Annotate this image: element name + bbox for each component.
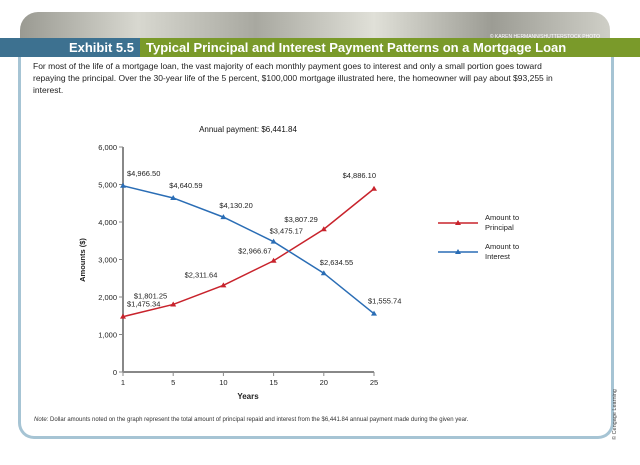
copyright: © Cengage Learning [612, 389, 618, 440]
legend-interest-label: Amount to [485, 242, 519, 251]
principal-data-label: $1,801.25 [134, 291, 167, 300]
principal-point [371, 185, 377, 191]
interest-point [220, 214, 227, 220]
y-axis-label: Amounts ($) [78, 238, 87, 282]
legend-principal-label: Principal [485, 223, 514, 232]
y-tick-label: 6,000 [98, 143, 117, 152]
x-tick-label: 20 [320, 378, 328, 387]
principal-point [220, 282, 227, 288]
interest-point [371, 310, 377, 316]
legend-principal-marker [455, 220, 461, 225]
y-tick-label: 3,000 [98, 256, 117, 265]
exhibit-number: Exhibit 5.5 [68, 40, 134, 55]
x-tick-label: 5 [171, 378, 175, 387]
coins-banner-photo: © KAREN HERMANN/SHUTTERSTOCK PHOTO [20, 12, 610, 42]
interest-data-label: $3,475.17 [270, 227, 303, 236]
principal-point [270, 257, 277, 263]
principal-data-label: $4,886.10 [343, 171, 376, 180]
intro-text: For most of the life of a mortgage loan,… [33, 61, 553, 95]
principal-data-label: $2,311.64 [185, 270, 218, 279]
chart-note: Note: Dollar amounts noted on the graph … [34, 417, 468, 423]
legend-interest-marker [455, 249, 461, 254]
note-label: Note: [34, 417, 49, 423]
principal-point [120, 313, 126, 319]
y-tick-label: 2,000 [98, 293, 117, 302]
interest-point [320, 270, 327, 276]
interest-data-label: $2,634.55 [320, 258, 353, 267]
x-axis-label: Years [237, 392, 259, 401]
y-tick-label: 4,000 [98, 218, 117, 227]
exhibit-title: Typical Principal and Interest Payment P… [146, 40, 567, 55]
legend-interest-label: Interest [485, 252, 511, 261]
principal-point [170, 301, 177, 307]
interest-data-label: $1,555.74 [368, 297, 401, 306]
legend-principal-label: Amount to [485, 213, 519, 222]
x-tick-label: 1 [121, 378, 125, 387]
note-text: Dollar amounts noted on the graph repres… [48, 417, 469, 423]
principal-line [122, 188, 375, 318]
chart-title: Annual payment: $6,441.84 [199, 125, 297, 134]
interest-point [120, 182, 126, 188]
principal-data-label: $1,475.34 [127, 300, 160, 309]
interest-data-label: $4,130.20 [219, 201, 252, 210]
x-tick-label: 25 [370, 378, 378, 387]
y-tick-label: 1,000 [98, 331, 117, 340]
principal-data-label: $2,966.67 [238, 247, 271, 256]
photo-credit: © KAREN HERMANN/SHUTTERSTOCK PHOTO [489, 34, 600, 40]
principal-point [320, 226, 327, 232]
interest-point [170, 194, 177, 200]
principal-data-label: $3,807.29 [284, 215, 317, 224]
interest-data-label: $4,966.50 [127, 169, 160, 178]
interest-data-label: $4,640.59 [169, 181, 202, 190]
x-tick-label: 15 [269, 378, 277, 387]
x-tick-label: 10 [219, 378, 227, 387]
y-tick-label: 0 [113, 368, 117, 377]
exhibit-header: Exhibit 5.5 Typical Principal and Intere… [0, 38, 640, 57]
y-tick-label: 5,000 [98, 181, 117, 190]
exhibit-frame [18, 40, 614, 439]
interest-point [270, 238, 277, 244]
interest-line [122, 185, 375, 315]
